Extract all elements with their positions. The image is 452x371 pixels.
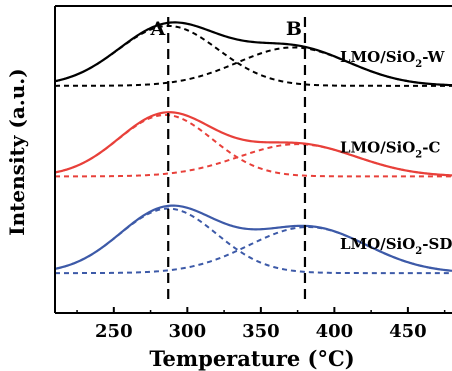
series-c-line (54, 111, 452, 177)
series-c-label-main: LMO/SiO (340, 138, 415, 156)
series-sd-label-suffix: -SD (422, 235, 452, 253)
marker-label-a: A (149, 18, 165, 40)
series-w-component-peak-2 (55, 46, 452, 87)
series-w-label: LMO/SiO2-W (340, 48, 446, 70)
x-axis-label: Temperature (°C) (149, 346, 354, 371)
series-c-label-subscript: 2 (415, 149, 422, 160)
x-tick-label-250: 250 (95, 321, 133, 342)
x-tick-label-400: 400 (316, 321, 354, 342)
series-w-label-main: LMO/SiO (340, 48, 415, 66)
axes: Temperature (°C) Intensity (a.u.) 250 300… (5, 5, 452, 371)
series-sd-label-main: LMO/SiO (340, 235, 415, 253)
series-sd-line (54, 204, 452, 272)
y-axis-label: Intensity (a.u.) (5, 68, 29, 235)
series-c-label: LMO/SiO2-C (340, 138, 440, 160)
series-sd-label-subscript: 2 (415, 246, 422, 257)
marker-label-b: B (286, 18, 302, 40)
series-c-label-suffix: -C (422, 138, 440, 156)
series-w-label-subscript: 2 (415, 59, 422, 70)
x-tick-label-450: 450 (389, 321, 427, 342)
series-w-line (54, 21, 452, 87)
x-tick-label-350: 350 (242, 321, 280, 342)
series-sd-label: LMO/SiO2-SD (340, 235, 452, 257)
x-tick-label-300: 300 (169, 321, 207, 342)
series-w-label-suffix: -W (422, 48, 445, 66)
